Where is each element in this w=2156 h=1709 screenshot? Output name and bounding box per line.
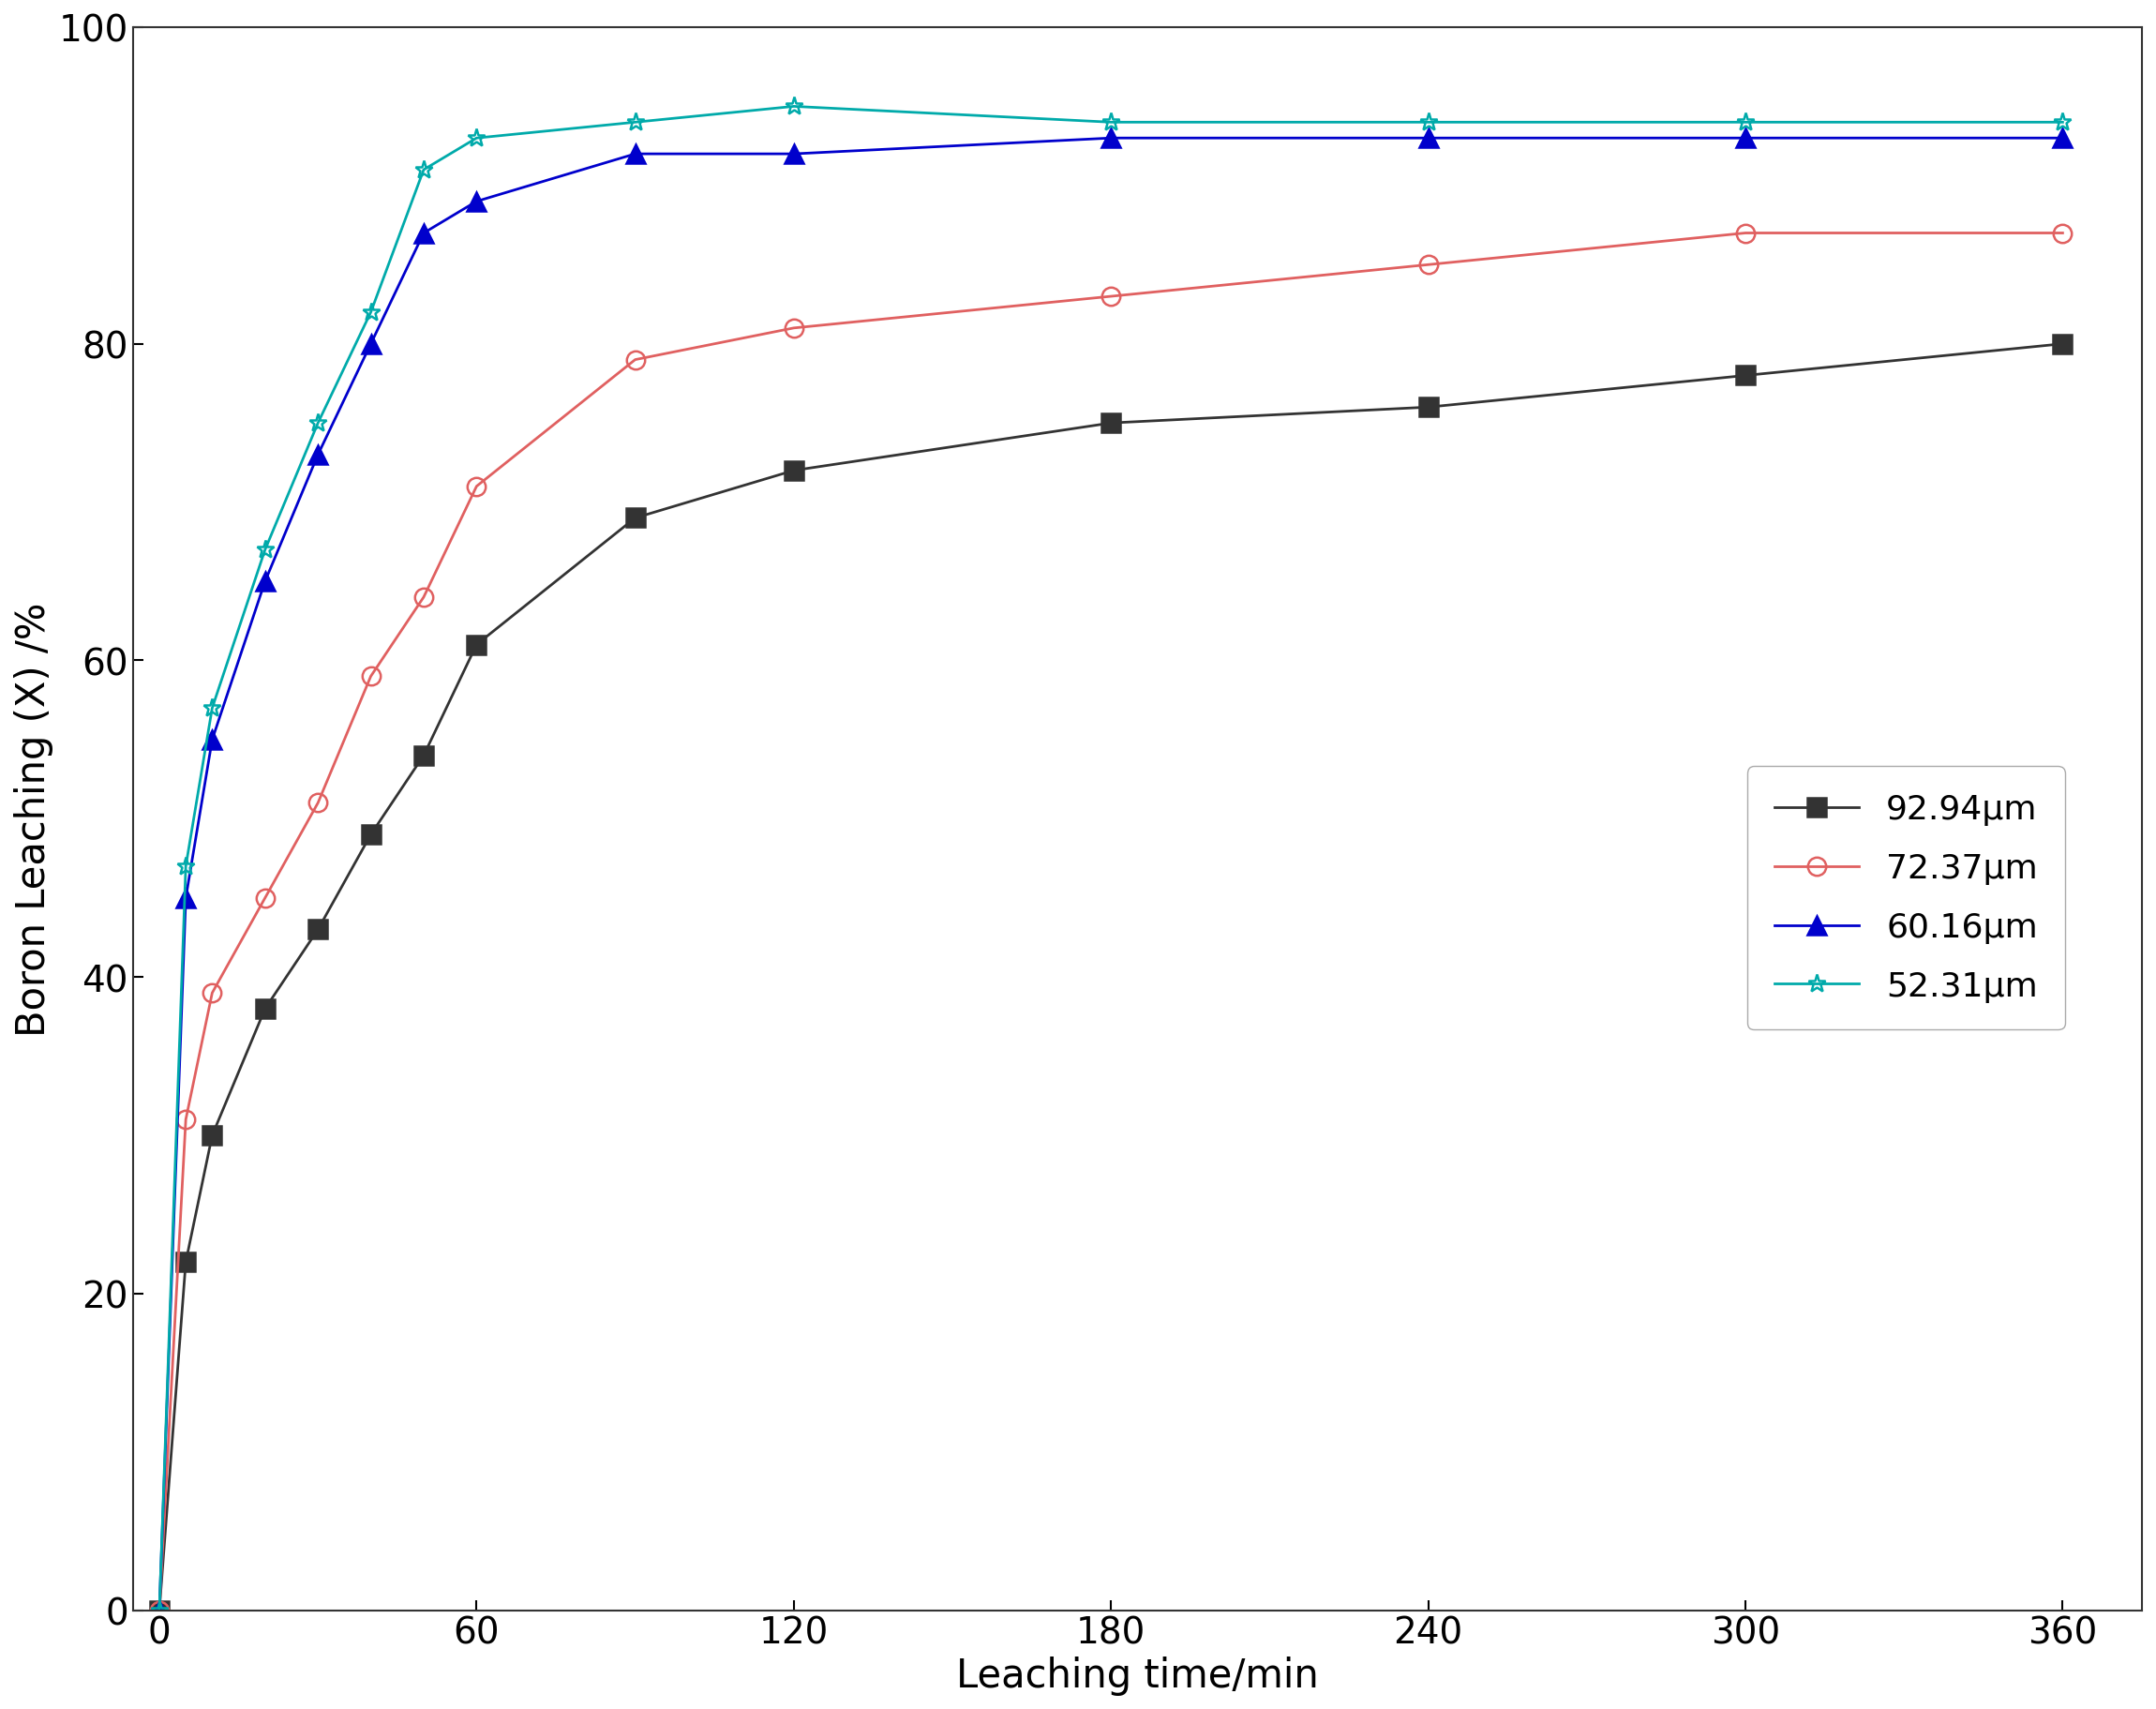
72.37μm — [172, 1109, 198, 1130]
72.37μm — [780, 318, 806, 338]
Legend: 92.94μm, 72.37μm, 60.16μm, 52.31μm: 92.94μm, 72.37μm, 60.16μm, 52.31μm — [1746, 767, 2065, 1029]
52.31μm — [623, 113, 649, 133]
52.31μm — [412, 161, 438, 181]
92.94μm — [304, 919, 330, 940]
72.37μm — [358, 667, 384, 687]
60.16μm — [464, 191, 489, 212]
52.31μm — [304, 414, 330, 434]
92.94μm — [780, 461, 806, 482]
92.94μm — [2050, 335, 2076, 355]
Line: 60.16μm: 60.16μm — [151, 130, 2072, 1620]
52.31μm — [780, 97, 806, 118]
92.94μm — [1733, 366, 1759, 386]
60.16μm — [623, 145, 649, 166]
92.94μm — [623, 508, 649, 528]
72.37μm — [1414, 255, 1440, 275]
92.94μm — [464, 634, 489, 655]
52.31μm — [172, 856, 198, 877]
92.94μm — [147, 1600, 172, 1620]
92.94μm — [198, 1125, 224, 1145]
92.94μm — [1414, 398, 1440, 419]
60.16μm — [1414, 128, 1440, 149]
Line: 72.37μm: 72.37μm — [151, 224, 2072, 1620]
52.31μm — [464, 128, 489, 149]
92.94μm — [1097, 414, 1123, 434]
Y-axis label: Boron Leaching (Χ) /%: Boron Leaching (Χ) /% — [15, 602, 54, 1036]
52.31μm — [1097, 113, 1123, 133]
Line: 92.94μm: 92.94μm — [151, 335, 2072, 1620]
72.37μm — [623, 350, 649, 371]
52.31μm — [147, 1600, 172, 1620]
60.16μm — [1733, 128, 1759, 149]
52.31μm — [1414, 113, 1440, 133]
60.16μm — [172, 889, 198, 909]
72.37μm — [1733, 224, 1759, 244]
60.16μm — [2050, 128, 2076, 149]
72.37μm — [304, 793, 330, 813]
92.94μm — [252, 998, 278, 1019]
60.16μm — [147, 1600, 172, 1620]
72.37μm — [464, 477, 489, 497]
60.16μm — [252, 571, 278, 591]
52.31μm — [2050, 113, 2076, 133]
72.37μm — [1097, 287, 1123, 308]
60.16μm — [780, 145, 806, 166]
Line: 52.31μm: 52.31μm — [151, 97, 2072, 1620]
72.37μm — [252, 889, 278, 909]
92.94μm — [412, 745, 438, 766]
72.37μm — [412, 588, 438, 608]
52.31μm — [252, 540, 278, 561]
X-axis label: Leaching time/min: Leaching time/min — [955, 1656, 1319, 1695]
60.16μm — [304, 444, 330, 465]
72.37μm — [198, 983, 224, 1003]
60.16μm — [1097, 128, 1123, 149]
92.94μm — [358, 825, 384, 846]
52.31μm — [1733, 113, 1759, 133]
60.16μm — [358, 335, 384, 355]
72.37μm — [2050, 224, 2076, 244]
52.31μm — [198, 699, 224, 719]
72.37μm — [147, 1600, 172, 1620]
60.16μm — [412, 224, 438, 244]
92.94μm — [172, 1253, 198, 1273]
60.16μm — [198, 730, 224, 750]
52.31μm — [358, 302, 384, 323]
